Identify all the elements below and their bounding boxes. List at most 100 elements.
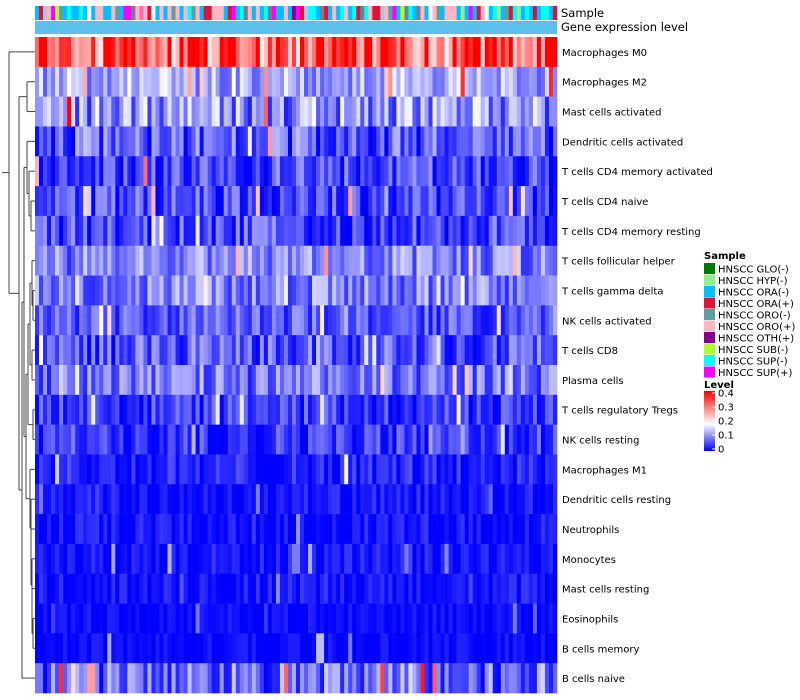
- heatmap-cell: [536, 514, 542, 545]
- heatmap-cell: [384, 66, 389, 97]
- heatmap-cell: [356, 156, 361, 187]
- heatmap-cell: [143, 186, 148, 217]
- heatmap-cell: [372, 245, 377, 276]
- heatmap-cell: [191, 424, 196, 455]
- heatmap-cell: [360, 633, 365, 664]
- heatmap-cell: [227, 543, 233, 575]
- heatmap-cell: [179, 305, 184, 336]
- heatmap-cell: [267, 454, 273, 485]
- heatmap-cell: [344, 454, 349, 485]
- heatmap-cell: [239, 365, 245, 396]
- heatmap-cell: [271, 454, 277, 485]
- heatmap-cell: [308, 484, 313, 515]
- heatmap-cell: [263, 126, 269, 157]
- heatmap-cell: [183, 215, 188, 247]
- heatmap-cell: [432, 633, 437, 664]
- heatmap-cell: [448, 365, 453, 396]
- heatmap-cell: [223, 37, 229, 68]
- heatmap-cell: [123, 275, 128, 306]
- heatmap-cell: [291, 245, 297, 276]
- heatmap-cell: [448, 633, 453, 664]
- heatmap-cell: [444, 663, 449, 694]
- heatmap-cell: [356, 543, 361, 575]
- heatmap-cell: [328, 335, 333, 366]
- heatmap-cell: [275, 186, 281, 217]
- heatmap-cell: [115, 365, 120, 396]
- heatmap-cell: [372, 215, 377, 247]
- heatmap-cell: [316, 543, 321, 575]
- heatmap-cell: [47, 245, 52, 276]
- heatmap-cell: [83, 215, 88, 247]
- heatmap-cell: [283, 186, 289, 217]
- heatmap-cell: [119, 215, 124, 247]
- heatmap-cell: [308, 126, 313, 157]
- heatmap-cell: [83, 424, 88, 455]
- heatmap-cell: [235, 186, 241, 217]
- heatmap-cell: [203, 663, 208, 694]
- heatmap-cell: [99, 335, 104, 366]
- heatmap-cell: [300, 394, 305, 425]
- heatmap-cell: [488, 663, 494, 694]
- heatmap-cell: [536, 663, 542, 694]
- heatmap-cell: [312, 305, 317, 336]
- heatmap-cell: [67, 245, 72, 276]
- heatmap-cell: [271, 245, 277, 276]
- heatmap-cell: [123, 186, 128, 217]
- heatmap-cell: [223, 454, 229, 485]
- sample-annotation-cell: [552, 6, 558, 20]
- heatmap-cell: [91, 424, 96, 455]
- heatmap-cell: [392, 37, 397, 68]
- heatmap-cell: [424, 126, 429, 157]
- heatmap-cell: [416, 365, 421, 396]
- heatmap-cell: [420, 394, 425, 425]
- heatmap-cell: [496, 633, 502, 664]
- heatmap-cell: [219, 484, 225, 515]
- heatmap-cell: [368, 454, 373, 485]
- heatmap-cell: [544, 335, 550, 366]
- heatmap-cell: [388, 573, 393, 604]
- heatmap-cell: [420, 514, 425, 545]
- heatmap-cell: [195, 633, 200, 664]
- heatmap-cell: [544, 215, 550, 247]
- heatmap-cell: [440, 245, 445, 276]
- heatmap-cell: [520, 126, 526, 157]
- sample-annotation-cell: [155, 6, 160, 20]
- level-legend-tick-label: 0.3: [718, 403, 734, 414]
- heatmap-cell: [548, 335, 554, 366]
- heatmap-cell: [508, 633, 514, 664]
- heatmap-cell: [304, 186, 309, 217]
- heatmap-cell: [460, 454, 465, 485]
- heatmap-cell: [432, 663, 437, 694]
- heatmap-cell: [115, 543, 120, 575]
- heatmap-cell: [227, 663, 233, 694]
- heatmap-cell: [464, 96, 469, 127]
- heatmap-cell: [356, 96, 361, 127]
- heatmap-cell: [416, 275, 421, 306]
- heatmap-cell: [484, 245, 490, 276]
- heatmap-cell: [111, 275, 116, 306]
- heatmap-cell: [103, 66, 108, 97]
- heatmap-cell: [267, 245, 273, 276]
- heatmap-cell: [340, 663, 345, 694]
- heatmap-cell: [207, 186, 212, 217]
- heatmap-cell: [87, 394, 92, 425]
- heatmap-cell: [51, 126, 56, 157]
- heatmap-cell: [55, 215, 60, 247]
- sample-track-label: Sample: [561, 6, 604, 20]
- heatmap-cell: [536, 454, 542, 485]
- heatmap-cell: [344, 633, 349, 664]
- heatmap-cell: [279, 454, 285, 485]
- heatmap-cell: [348, 156, 353, 187]
- heatmap-cell: [91, 543, 96, 575]
- heatmap-cell: [207, 245, 212, 276]
- sample-annotation-cell: [456, 6, 461, 20]
- heatmap-cell: [492, 633, 498, 664]
- heatmap-cell: [151, 335, 156, 366]
- heatmap-cell: [476, 245, 482, 276]
- heatmap-cell: [187, 484, 192, 515]
- heatmap-cell: [67, 275, 72, 306]
- heatmap-cell: [107, 573, 112, 604]
- heatmap-cell: [167, 37, 172, 68]
- heatmap-cell: [476, 394, 482, 425]
